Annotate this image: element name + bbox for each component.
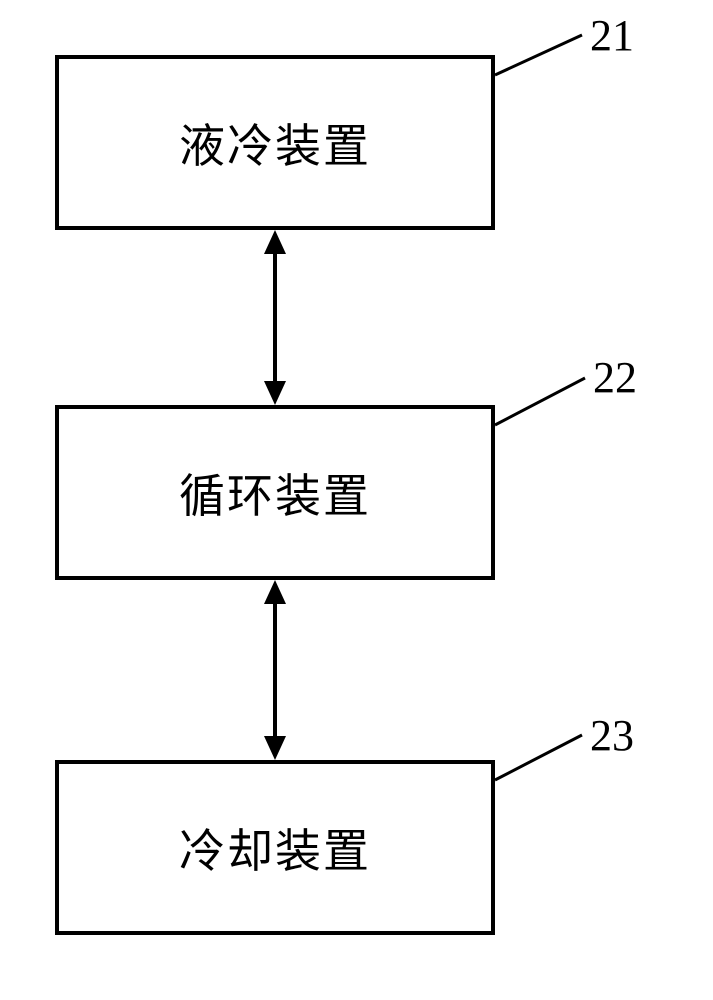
callout-label-23: 23 xyxy=(590,710,634,761)
diagram-canvas: 液冷装置 21 循环装置 22 冷却装置 23 xyxy=(0,0,713,1000)
callout-line xyxy=(0,0,713,1000)
